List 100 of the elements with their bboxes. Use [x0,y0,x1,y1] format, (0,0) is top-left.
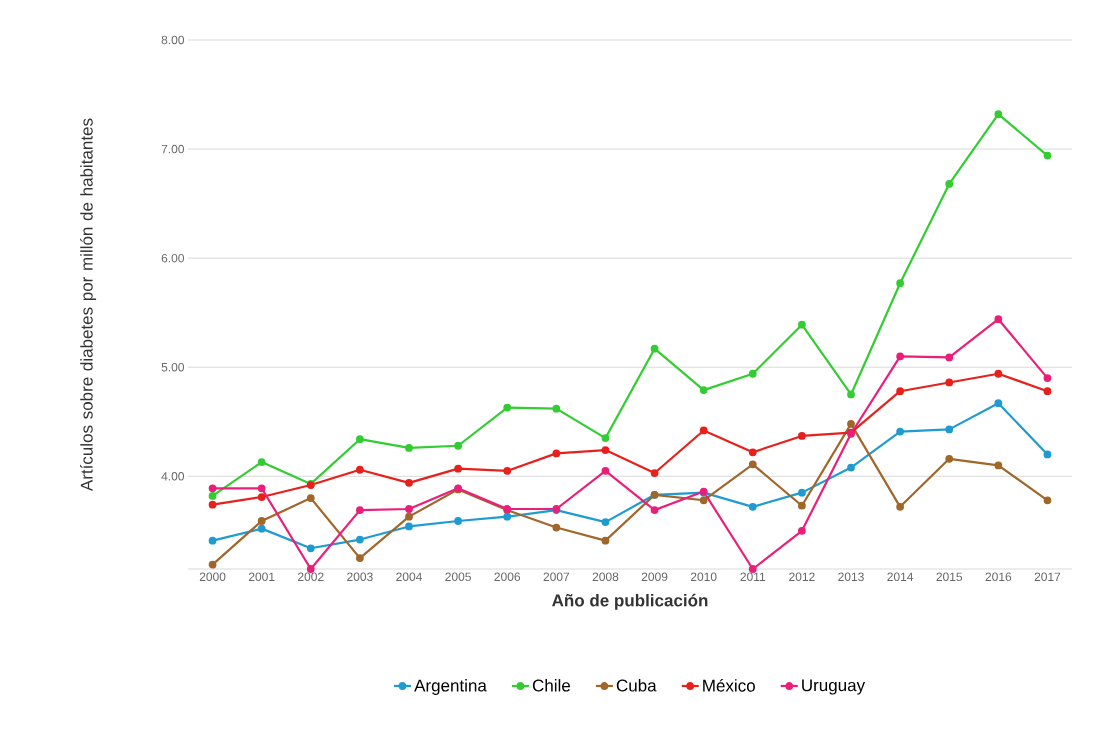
point [601,536,610,545]
point [405,444,413,452]
point [994,315,1003,324]
point [552,404,561,413]
point [503,403,512,412]
point [257,517,266,525]
x-tick-label: 2007 [543,572,570,582]
point [650,469,659,477]
point [945,425,954,434]
point [748,460,757,469]
x-tick-label: 2011 [740,572,766,582]
point [798,320,806,329]
x-tick-label: 2016 [985,572,1012,582]
x-tick-label: 2001 [248,572,275,582]
point [847,390,855,399]
y-tick-label: 8.00 [161,35,185,45]
x-axis-title: Año de publicación [552,593,708,610]
x-tick-label: 2009 [641,572,668,582]
point [356,435,364,444]
point [503,466,512,475]
point [699,496,708,505]
y-axis-title: Artículos sobre diabetes por millón de habitantes [80,118,97,492]
legend-label: Uruguay [802,679,866,695]
legend-label: Cuba [616,679,657,692]
x-tick-label: 2015 [936,572,963,582]
x-tick-label: 2000 [199,572,226,582]
x-tick-label: 2006 [494,572,521,582]
point [356,554,364,562]
x-tick-label: 2004 [396,572,422,582]
y-tick-label: 6.00 [161,253,185,263]
point [945,378,954,387]
legend-label: México [703,678,755,692]
point [306,494,315,502]
point [601,466,610,475]
point [601,446,610,454]
point [798,526,806,535]
point [1043,151,1052,160]
point [798,488,806,497]
point [1043,374,1052,383]
point [896,387,905,396]
point [405,478,413,487]
point [798,432,806,440]
point [208,500,217,509]
point [208,536,217,545]
point [896,427,905,436]
x-tick-label: 2014 [887,572,914,582]
point [257,524,266,533]
point [356,535,364,544]
point [945,454,954,463]
y-tick-label: 7.00 [161,144,185,154]
point [454,517,463,525]
legend-label: Argentina [414,679,487,695]
point [356,506,364,514]
point [798,501,806,510]
point [208,484,217,493]
point [601,434,610,442]
x-tick-label: 2017 [1034,572,1061,582]
point [945,353,954,362]
point [994,110,1003,119]
x-tick-label: 2013 [838,572,864,582]
point [896,279,905,288]
point [208,492,217,500]
point [552,449,561,458]
x-tick-label: 2010 [690,572,717,582]
point [699,426,708,435]
x-tick-label: 2002 [298,572,324,582]
point [994,369,1003,378]
point [405,512,413,521]
point [748,448,757,457]
point [405,505,413,513]
point [454,464,463,473]
point [552,523,561,532]
point [1043,496,1052,505]
legend-label: Chile [532,679,571,692]
point [748,369,757,378]
point [1043,450,1052,459]
point [699,386,708,395]
point [994,461,1003,470]
point [748,502,757,511]
point [208,560,217,569]
point [454,441,463,450]
x-tick-label: 2008 [592,572,619,582]
x-tick-label: 2012 [789,572,815,582]
point [356,465,364,474]
point [847,420,855,428]
x-tick-label: 2005 [445,572,471,582]
point [847,463,855,472]
point [945,180,954,188]
point [601,518,610,526]
point [896,352,905,361]
point [1043,387,1052,396]
point [306,544,315,553]
point [405,522,413,531]
x-tick-label: 2003 [347,572,373,582]
point [257,458,266,466]
point [257,484,266,493]
point [650,506,659,514]
point [896,502,905,511]
point [650,344,659,353]
point [503,512,512,521]
